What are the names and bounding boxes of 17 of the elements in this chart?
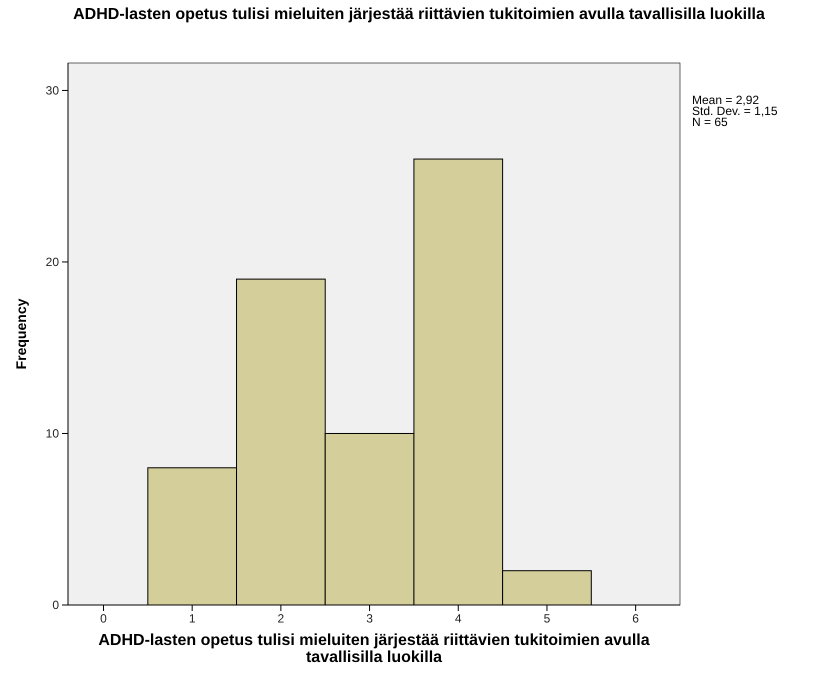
text: N = 65 bbox=[692, 115, 728, 129]
y-tick-label: 0 bbox=[52, 598, 60, 612]
x-tick-label: 0 bbox=[100, 612, 108, 626]
y-tick-label: 10 bbox=[46, 426, 60, 440]
x-tick-label: 5 bbox=[544, 612, 551, 626]
x-tick-label: 3 bbox=[366, 612, 374, 626]
x-tick-label: 4 bbox=[454, 612, 462, 626]
chart-title: ADHD-lasten opetus tulisi mieluiten järjestää riittävien tukitoimien avulla tavallisilla luokilla bbox=[73, 6, 765, 23]
text: Mean = 2,92 bbox=[692, 93, 760, 107]
x-axis-title: ADHD-lasten opetus tulisi mieluiten järjestää riittävien tukitoimien avulla tavallisilla luokilla bbox=[98, 632, 650, 666]
y-tick-label: 20 bbox=[46, 254, 60, 269]
x-tick-label: 1 bbox=[188, 612, 196, 626]
y-axis-title: Frequency bbox=[13, 298, 29, 370]
x-tick-label: 6 bbox=[632, 612, 640, 626]
text: Std. Dev. = 1,15 bbox=[692, 104, 778, 118]
y-tick-label: 30 bbox=[46, 83, 60, 98]
x-tick-label: 2 bbox=[278, 612, 285, 626]
